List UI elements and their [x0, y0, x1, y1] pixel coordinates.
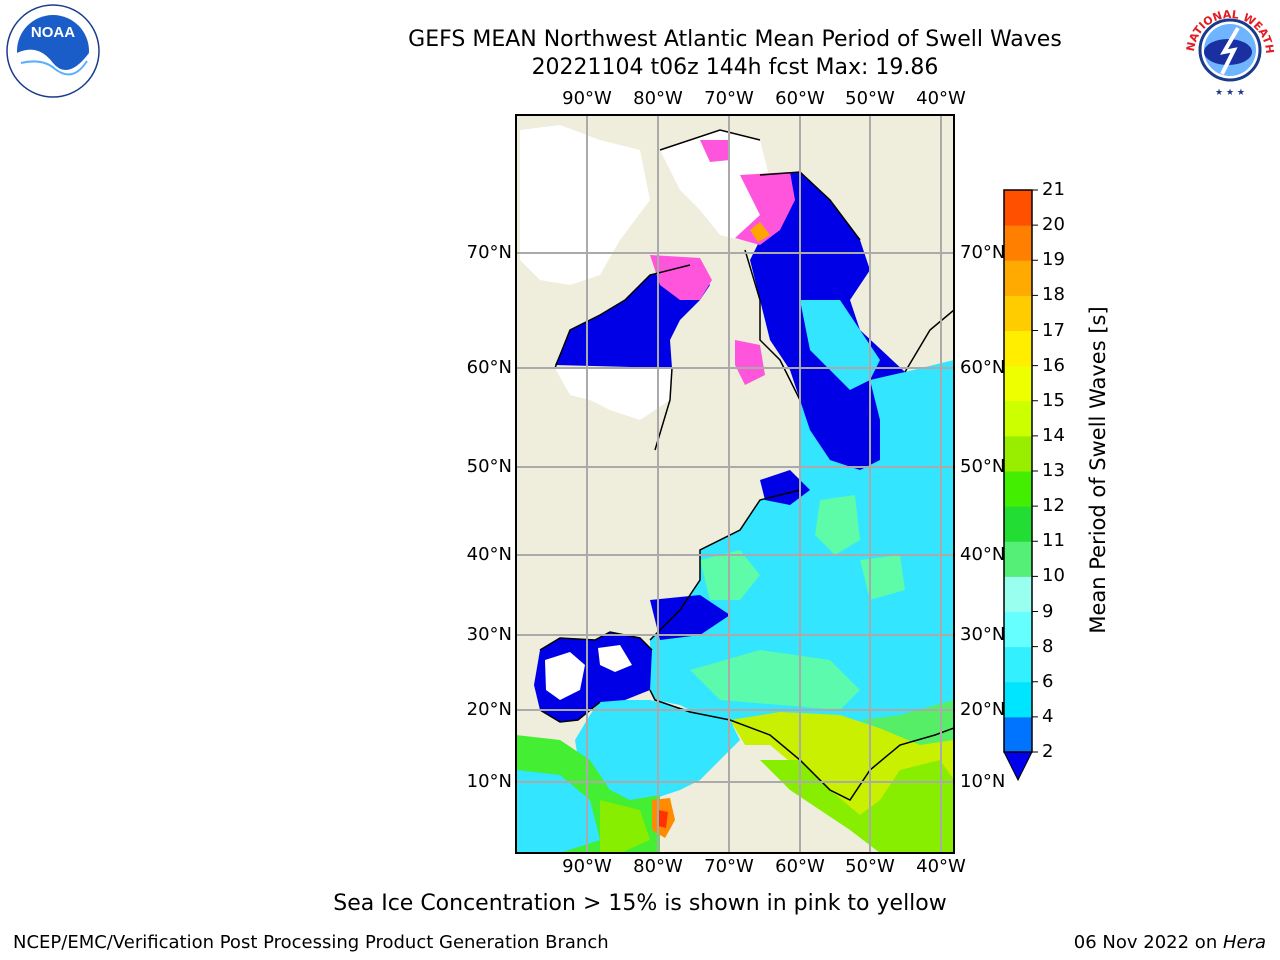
nws-logo: NATIONAL WEATHER SERVICE ★ ★ ★: [1180, 0, 1276, 98]
lon-label-70w-top: 70°W: [704, 88, 754, 109]
colorbar-tick-label: 20: [1042, 214, 1065, 236]
lat-label-60n-right: 60°N: [960, 357, 1006, 378]
lat-label-60n-left: 60°N: [466, 357, 512, 378]
colorbar-segment: [1004, 716, 1032, 753]
colorbar-segment: [1004, 365, 1032, 402]
lon-label-50w-bottom: 50°W: [845, 856, 895, 877]
lat-label-20n-left: 20°N: [466, 699, 512, 720]
lon-label-90w-top: 90°W: [562, 88, 612, 109]
colorbar-segment: [1004, 576, 1032, 612]
colorbar-segment: [1004, 611, 1032, 648]
colorbar-tick-label: 12: [1042, 495, 1065, 517]
colorbar-tick-label: 13: [1042, 460, 1065, 481]
lon-label-90w-bottom: 90°W: [562, 856, 612, 877]
colorbar-extend-arrow: [1003, 751, 1033, 782]
noaa-logo: NOAA: [6, 4, 100, 98]
colorbar-tick-label: 15: [1042, 389, 1065, 411]
colorbar-tick-label: 8: [1042, 635, 1054, 657]
map-title: GEFS MEAN Northwest Atlantic Mean Period…: [408, 27, 1062, 52]
lon-label-40w-bottom: 40°W: [916, 856, 966, 877]
graticule: [516, 115, 954, 853]
lon-label-40w-top: 40°W: [916, 88, 966, 109]
colorbar-tick-label: 21: [1042, 179, 1065, 200]
svg-text:★ ★ ★: ★ ★ ★: [1215, 88, 1245, 98]
colorbar-tick-label: 14: [1042, 424, 1065, 446]
lon-label-80w-bottom: 80°W: [633, 856, 683, 877]
colorbar-tick-label: 17: [1042, 319, 1065, 341]
lat-label-10n-right: 10°N: [960, 771, 1006, 792]
colorbar-tick-label: 18: [1042, 284, 1065, 306]
colorbar-title: Mean Period of Swell Waves [s]: [1086, 306, 1110, 634]
colorbar-tick-label: 10: [1042, 565, 1065, 587]
lat-label-30n-right: 30°N: [960, 624, 1006, 645]
colorbar-segment: [1004, 646, 1032, 683]
colorbar-tick-label: 16: [1042, 354, 1065, 376]
lat-label-40n-left: 40°N: [466, 544, 512, 565]
colorbar-tick-label: 9: [1042, 600, 1054, 622]
colorbar-segment: [1004, 260, 1032, 296]
lat-label-20n-right: 20°N: [960, 699, 1006, 720]
map-frame: [515, 114, 955, 854]
baffin-bay-ice: [660, 130, 770, 240]
colorbar-tick-label: 11: [1042, 530, 1065, 552]
forecast-subtitle: 20221104 t06z 144h fcst Max: 19.86: [531, 55, 939, 80]
sea-ice-edge: [650, 140, 795, 385]
colorbar-segment: [1004, 681, 1032, 718]
lon-label-60w-top: 60°W: [775, 88, 825, 109]
colorbar-segment: [1004, 400, 1032, 437]
colorbar-segment: [1004, 225, 1032, 261]
colorbar-segment: [1004, 541, 1032, 577]
footer-credit: NCEP/EMC/Verification Post Processing Pr…: [13, 932, 609, 953]
colorbar-tick-label: 2: [1042, 741, 1054, 762]
lat-label-40n-right: 40°N: [960, 544, 1006, 565]
colorbar-tick-label: 6: [1042, 670, 1054, 692]
colorbar-tick-label: 19: [1042, 249, 1065, 271]
lat-label-70n-left: 70°N: [466, 242, 512, 263]
colorbar-tick-label: 4: [1042, 705, 1054, 727]
footer-date-text: 06 Nov 2022 on: [1073, 932, 1223, 953]
footer-date: 06 Nov 2022 on Hera: [1074, 932, 1266, 953]
lat-label-10n-left: 10°N: [466, 771, 512, 792]
lat-label-70n-right: 70°N: [960, 242, 1006, 263]
lon-label-70w-bottom: 70°W: [704, 856, 754, 877]
lon-label-80w-top: 80°W: [633, 88, 683, 109]
lat-label-30n-left: 30°N: [466, 624, 512, 645]
colorbar-segment: [1004, 190, 1032, 226]
colorbar-segment: [1004, 435, 1032, 472]
lon-label-50w-top: 50°W: [845, 88, 895, 109]
lat-label-50n-right: 50°N: [960, 456, 1006, 477]
lon-label-60w-bottom: 60°W: [775, 856, 825, 877]
footer-machine: Hera: [1222, 932, 1266, 953]
sea-ice-note: Sea Ice Concentration > 15% is shown in …: [333, 891, 947, 916]
colorbar-segment: [1004, 471, 1032, 507]
lat-label-50n-left: 50°N: [466, 456, 512, 477]
noaa-logo-text: NOAA: [31, 24, 75, 41]
colorbar-segment: [1004, 506, 1032, 542]
colorbar-segment: [1004, 295, 1032, 331]
colorbar: [1003, 189, 1038, 782]
colorbar-segment: [1004, 330, 1032, 367]
